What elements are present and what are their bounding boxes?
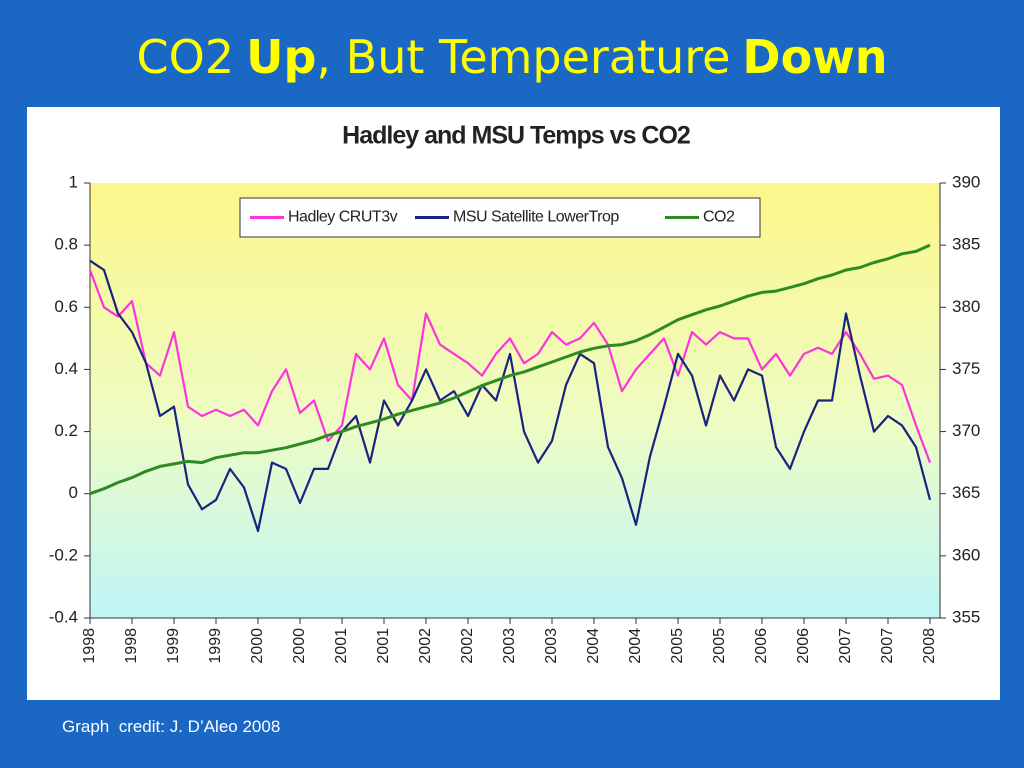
x-tick-label: 1999 [165, 628, 182, 664]
x-tick-label: 2005 [711, 628, 728, 664]
x-tick-label: 2004 [585, 628, 602, 664]
x-tick-label: 2001 [375, 628, 392, 664]
plot-area [90, 183, 940, 618]
y2-tick-label: 355 [952, 607, 980, 626]
y-tick-label: 0 [69, 483, 78, 502]
x-tick-label: 2005 [669, 628, 686, 664]
x-tick-label: 1998 [123, 628, 140, 664]
x-tick-label: 1999 [207, 628, 224, 664]
y-tick-label: 0.2 [54, 421, 78, 440]
x-tick-label: 2000 [249, 628, 266, 664]
chart: Hadley and MSU Temps vs CO2 -0.4 -0.2 0 0.2… [27, 107, 1000, 700]
series-line [89, 243, 931, 496]
y-tick-label: -0.4 [49, 607, 78, 626]
y2-tick-label: 375 [952, 359, 980, 378]
y2-tick-label: 365 [952, 483, 980, 502]
series-line [89, 259, 932, 533]
y2-tick-label: 390 [952, 172, 980, 191]
x-tick-label: 2001 [333, 628, 350, 664]
y2-tick-label: 380 [952, 297, 980, 316]
x-tick-label: 2000 [291, 628, 308, 664]
y2-tick-label: 370 [952, 421, 980, 440]
x-tick-label: 2006 [795, 628, 812, 664]
series-line [88, 269, 932, 463]
x-tick-label: 2008 [921, 628, 938, 664]
y2-tick-label: 385 [952, 235, 980, 254]
x-tick-label: 2002 [417, 628, 434, 664]
y-tick-label: 1 [69, 172, 78, 191]
y-tick-label: 0.4 [54, 359, 78, 378]
x-tick-label: 2004 [627, 628, 644, 664]
chart-title: Hadley and MSU Temps vs CO2 [342, 122, 690, 150]
x-tick-label: 2002 [459, 628, 476, 664]
title-part: Up [246, 30, 317, 84]
y-tick-label: -0.2 [49, 545, 78, 564]
x-tick-label: 1998 [81, 628, 98, 664]
y-tick-label: 0.8 [54, 235, 78, 254]
x-tick-label: 2007 [879, 628, 896, 664]
legend-label: MSU Satellite LowerTrop [453, 209, 619, 226]
title-part: Down [742, 30, 888, 84]
x-tick-label: 2003 [501, 628, 518, 664]
x-tick-label: 2006 [753, 628, 770, 664]
slide-title: CO2 Up, But Temperature Down [0, 30, 1024, 84]
legend-label: Hadley CRUT3v [288, 209, 398, 226]
title-part: , But Temperature [316, 30, 731, 84]
footer: Graph credit: J. D’Aleo 2008 [62, 717, 281, 736]
x-tick-label: 2007 [837, 628, 854, 664]
x-tick-label: 2003 [543, 628, 560, 664]
y2-tick-label: 360 [952, 545, 980, 564]
title-part: CO2 [136, 30, 235, 84]
legend-label: CO2 [703, 209, 735, 226]
legend: Hadley CRUT3v MSU Satellite LowerTrop CO2 [239, 197, 761, 238]
y-tick-label: 0.6 [54, 297, 78, 316]
